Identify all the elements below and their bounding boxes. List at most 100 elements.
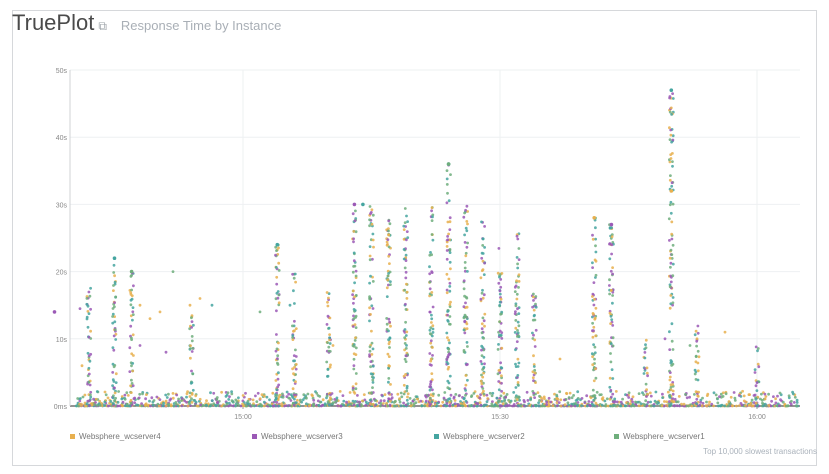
scatter-point — [131, 362, 135, 365]
scatter-point — [591, 321, 594, 325]
scatter-point — [87, 380, 91, 384]
scatter-point — [611, 272, 614, 276]
scatter-point — [482, 371, 485, 375]
legend-item-wcserver1[interactable]: Websphere_wcserver1 — [614, 432, 705, 441]
scatter-point — [626, 402, 630, 405]
scatter-point — [464, 393, 467, 397]
scatter-point — [696, 369, 700, 373]
scatter-point — [326, 314, 330, 318]
scatter-point — [499, 297, 503, 301]
scatter-point — [744, 404, 747, 407]
scatter-point — [696, 331, 700, 335]
legend-item-wcserver2[interactable]: Websphere_wcserver2 — [434, 432, 525, 441]
scatter-point — [129, 398, 133, 402]
scatter-point — [446, 238, 450, 242]
scatter-point — [461, 404, 465, 408]
scatter-point — [371, 372, 375, 376]
scatter-point — [513, 312, 517, 316]
scatter-point — [445, 249, 449, 252]
scatter-point — [277, 341, 280, 345]
scatter-point — [329, 393, 332, 397]
scatter-point — [368, 245, 372, 249]
scatter-point — [327, 296, 330, 300]
scatter-point — [112, 263, 116, 267]
footer-note: Top 10,000 slowest transactions — [703, 447, 817, 456]
external-link-icon[interactable]: ⧉ — [98, 19, 107, 33]
scatter-point — [161, 404, 165, 408]
scatter-point — [86, 310, 90, 313]
scatter-point — [592, 303, 596, 307]
legend-swatch — [614, 434, 619, 439]
scatter-point — [89, 395, 93, 399]
scatter-point — [180, 404, 184, 408]
scatter-point — [705, 400, 708, 404]
scatter-point — [671, 262, 675, 266]
y-tick-label: 0ms — [54, 404, 68, 411]
scatter-point — [404, 270, 408, 274]
scatter-point — [352, 357, 356, 361]
scatter-point — [441, 400, 445, 404]
scatter-point — [727, 400, 731, 403]
scatter-point — [95, 404, 99, 407]
scatter-point — [228, 395, 231, 398]
legend-item-wcserver4[interactable]: Websphere_wcserver4 — [70, 432, 161, 441]
scatter-point — [661, 396, 664, 399]
scatter-point — [464, 374, 468, 377]
scatter-point — [594, 306, 598, 310]
scatter-point — [610, 404, 614, 408]
scatter-point — [445, 331, 449, 335]
scatter-point — [293, 319, 296, 323]
scatter-point — [404, 347, 408, 350]
scatter-point — [164, 401, 168, 405]
scatter-point — [271, 391, 275, 395]
scatter-point — [277, 293, 281, 297]
scatter-point — [116, 400, 120, 404]
scatter-point — [482, 392, 486, 396]
scatter-point — [778, 391, 782, 395]
scatter-point — [593, 317, 597, 321]
scatter-point — [112, 284, 115, 287]
scatter-point — [553, 392, 556, 396]
scatter-point — [755, 381, 759, 384]
scatter-point — [498, 275, 501, 279]
scatter-point — [537, 401, 540, 405]
scatter-point — [726, 404, 730, 408]
legend-swatch — [252, 434, 257, 439]
scatter-point — [167, 392, 170, 396]
scatter-point — [368, 224, 371, 228]
scatter-point — [369, 360, 373, 363]
scatter-point — [478, 401, 482, 405]
scatter-point — [294, 401, 298, 404]
scatter-point — [222, 404, 226, 408]
scatter-point — [671, 392, 675, 396]
scatter-point — [371, 364, 375, 368]
scatter-point — [668, 395, 672, 399]
scatter-point — [98, 399, 102, 403]
scatter-point — [603, 399, 607, 403]
scatter-point — [696, 324, 700, 328]
scatter-point — [592, 325, 596, 329]
scatter-point — [576, 401, 580, 404]
scatter-point — [404, 373, 407, 376]
scatter-point — [694, 390, 698, 394]
scatter-point — [646, 374, 649, 378]
scatter-point — [747, 403, 751, 407]
scatter-point — [404, 308, 408, 311]
scatter-point — [389, 324, 392, 328]
legend-item-wcserver3[interactable]: Websphere_wcserver3 — [252, 432, 343, 441]
scatter-point — [594, 367, 597, 371]
scatter-point — [669, 302, 673, 306]
scatter-point — [379, 399, 383, 403]
scatter-point — [387, 364, 391, 367]
scatter-point — [292, 276, 296, 280]
scatter-point — [591, 388, 595, 392]
scatter-point — [405, 290, 409, 294]
scatter-point — [795, 398, 799, 402]
scatter-point — [542, 404, 546, 408]
scatter-point — [589, 396, 593, 400]
scatter-point — [250, 404, 254, 407]
scatter-point — [498, 329, 502, 333]
scatter-point — [669, 174, 672, 178]
scatter-point — [610, 318, 614, 321]
